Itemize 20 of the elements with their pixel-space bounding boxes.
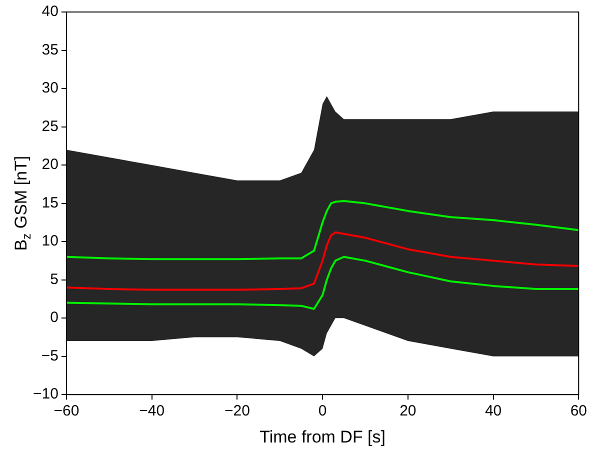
y-tick-label: −5	[41, 347, 58, 364]
x-tick-label: 0	[318, 402, 327, 420]
y-axis-title: Bz GSM [nT]	[12, 156, 34, 251]
x-tick-label: −60	[54, 402, 80, 420]
y-tick-label: 15	[42, 194, 58, 212]
x-tick-label: 20	[400, 402, 416, 420]
y-tick-label: −10	[32, 386, 58, 403]
y-tick-label: 25	[42, 118, 58, 135]
x-tick-label: −40	[139, 402, 165, 420]
y-tick-label: 35	[42, 41, 58, 58]
y-tick-label: 40	[42, 3, 58, 20]
y-tick-label: 10	[42, 232, 58, 250]
x-axis-title: Time from DF [s]	[260, 427, 386, 446]
y-tick-label: 20	[42, 156, 58, 174]
x-tick-label: 40	[484, 402, 502, 420]
x-tick-label: 60	[570, 402, 587, 420]
y-tick-label: 0	[50, 309, 58, 326]
x-tick-label: −20	[224, 402, 250, 420]
y-tick-label: 30	[42, 80, 58, 97]
y-tick-label: 5	[50, 270, 58, 288]
